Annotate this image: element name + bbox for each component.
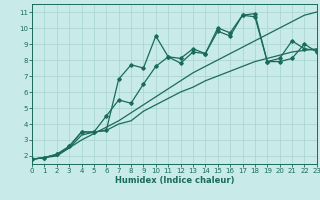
- X-axis label: Humidex (Indice chaleur): Humidex (Indice chaleur): [115, 176, 234, 185]
